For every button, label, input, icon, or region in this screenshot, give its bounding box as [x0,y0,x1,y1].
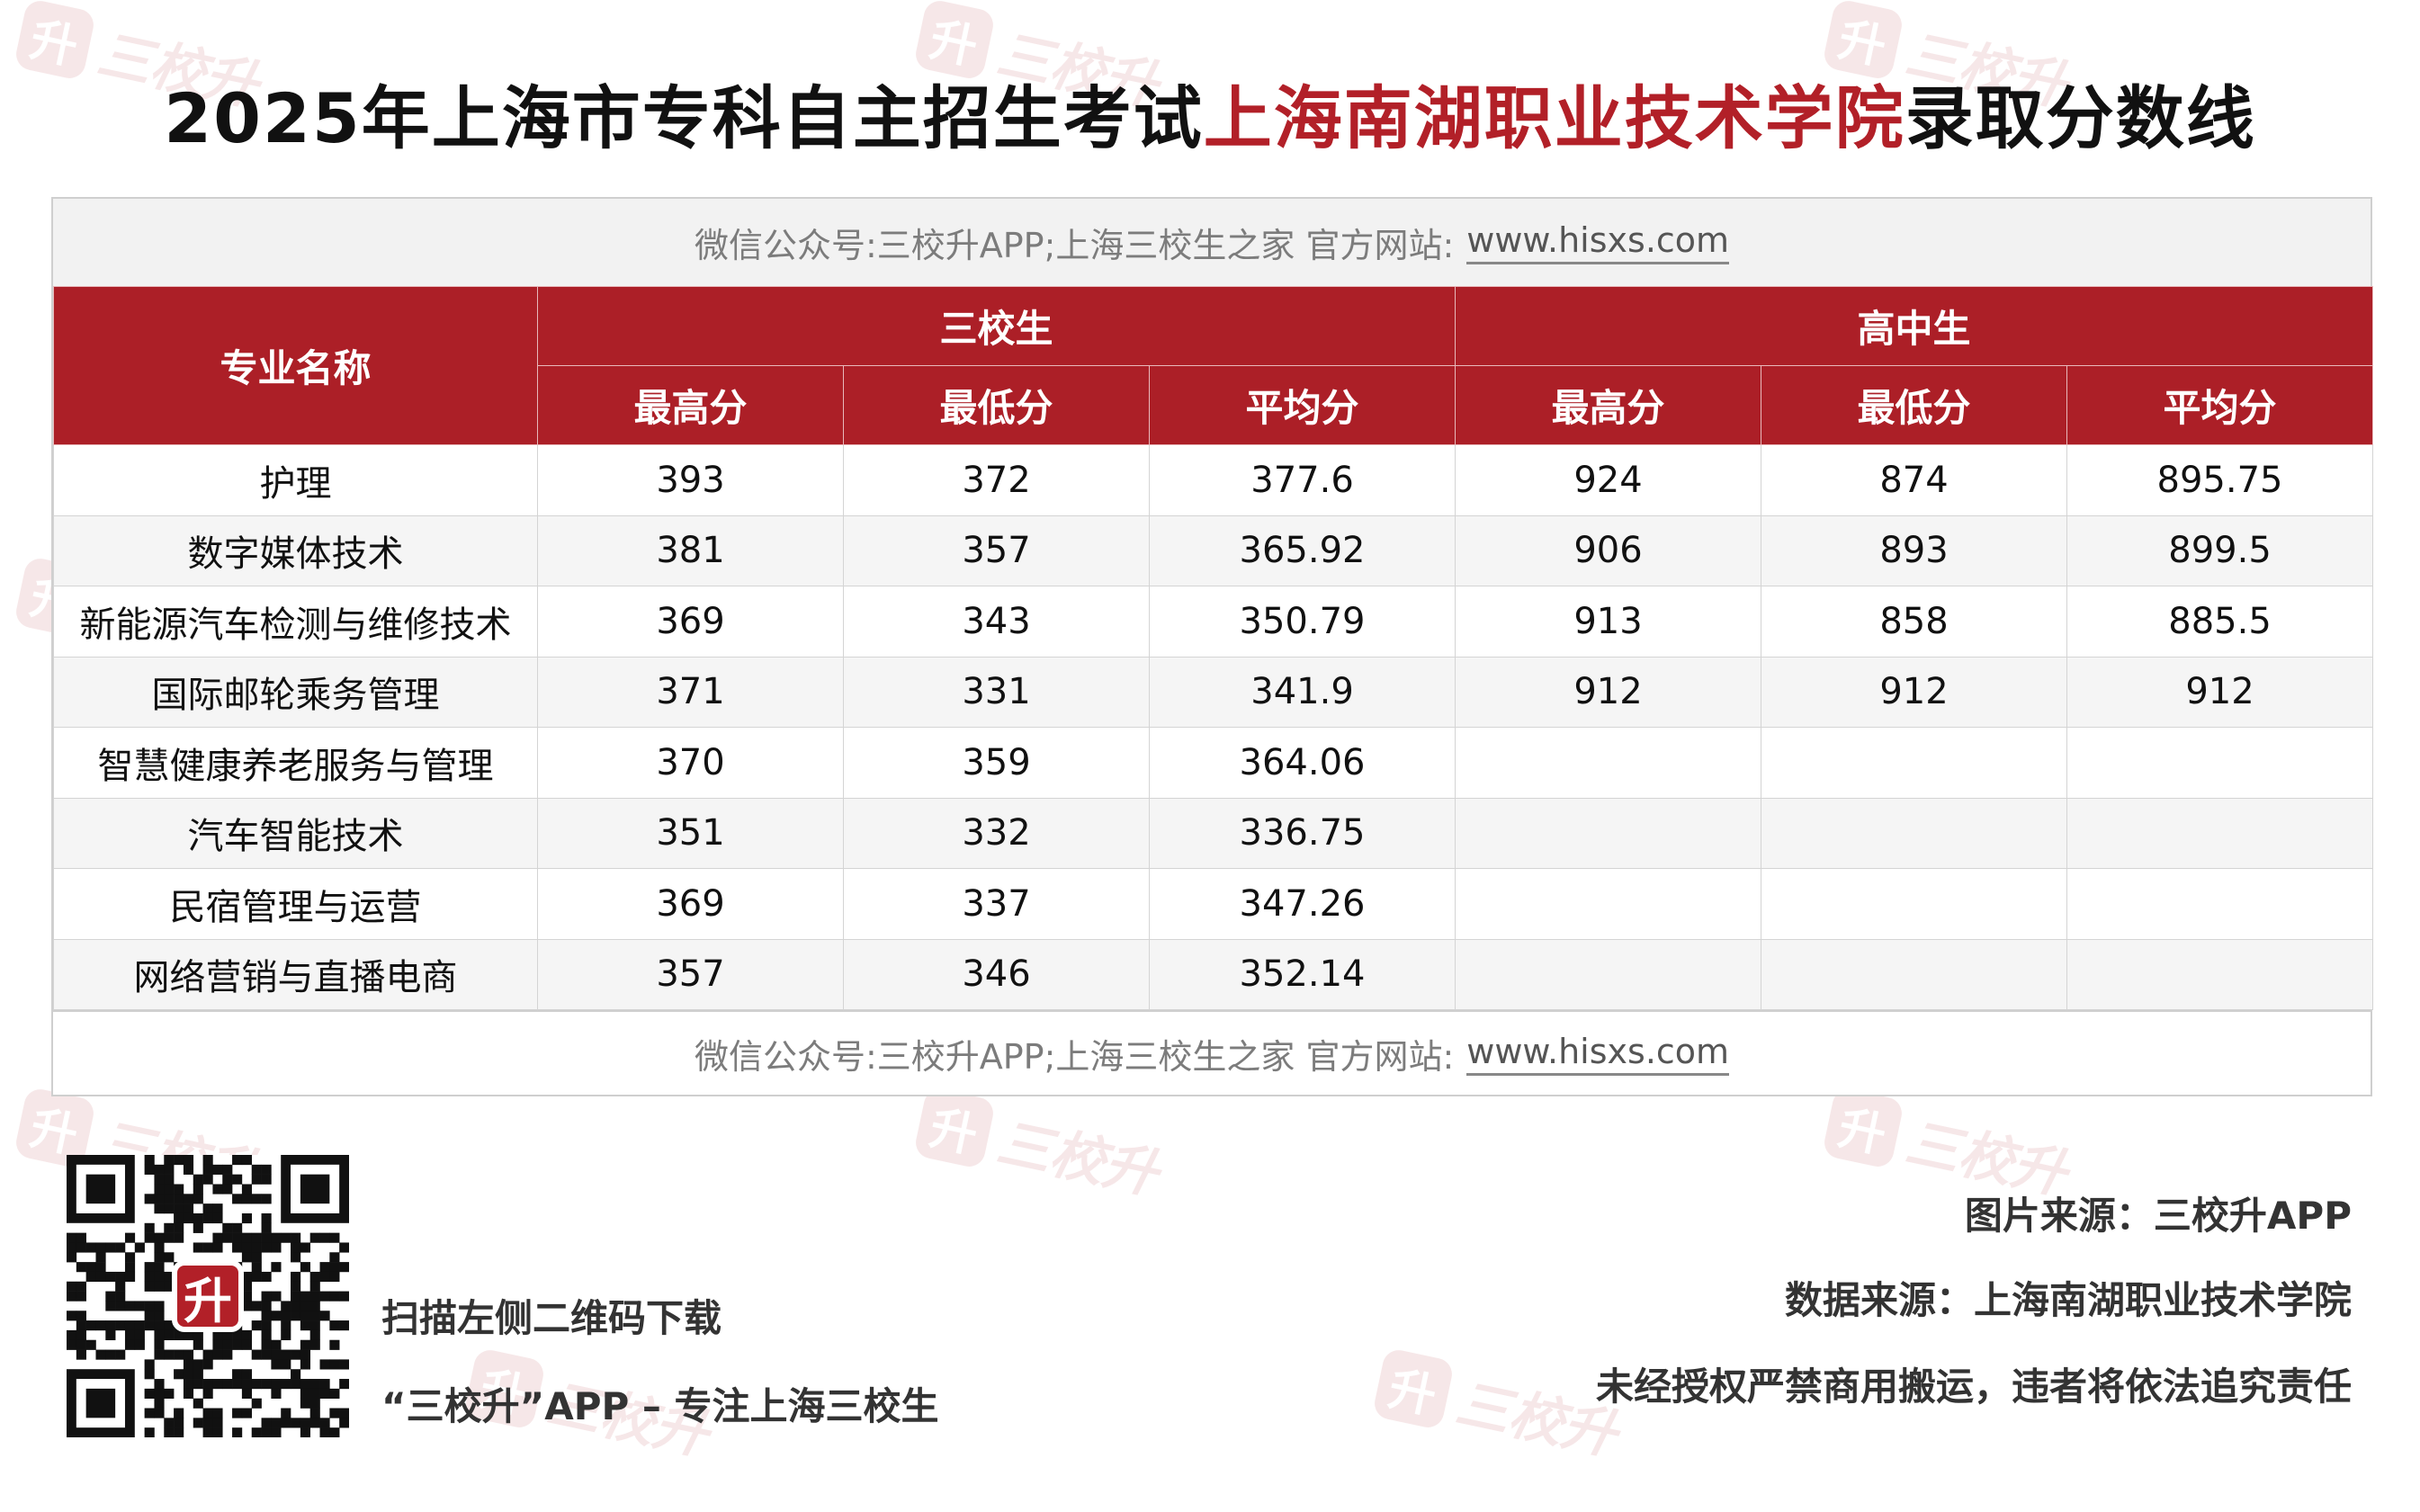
table-cell [2066,868,2374,940]
image-source-credit: 图片来源：三校升APP [1964,1194,2352,1238]
watermark-text: 三校升 [991,1111,1164,1207]
table-cell [1761,727,2068,799]
table-cell: 359 [843,727,1150,799]
table-row: 汽车智能技术 351 332 336.75 [53,797,2374,869]
table-cell: 357 [537,938,844,1010]
table-cell [1455,938,1762,1010]
banner-text: 微信公众号:三校升APP;上海三校生之家 官方网站: [694,1036,1455,1077]
source-banner-top: 微信公众号:三校升APP;上海三校生之家 官方网站: www.hisxs.com [53,199,2371,286]
watermark-logo-icon: 升 [1821,1086,1905,1169]
app-logo-icon: 升 [172,1260,244,1332]
table-cell: 341.9 [1148,656,1456,728]
table-cell: 895.75 [2066,444,2374,516]
table-cell: 365.92 [1148,514,1456,586]
score-table: 专业名称 三校生 高中生 最高分 最低分 平均分 最高分 最低分 平均分 护理 … [53,286,2374,1010]
header-min-score: 最低分 [1761,365,2068,445]
table-cell: 337 [843,868,1150,940]
table-cell [1761,797,2068,869]
major-name: 网络营销与直播电商 [53,938,538,1010]
major-name: 新能源汽车检测与维修技术 [53,586,538,658]
table-cell: 912 [1455,656,1762,728]
table-cell [2066,797,2374,869]
table-cell: 906 [1455,514,1762,586]
table-cell [2066,727,2374,799]
table-row: 国际邮轮乘务管理 371 331 341.9 912 912 912 [53,656,2374,728]
header-group-gaozhong: 高中生 [1455,286,2374,366]
table-cell: 370 [537,727,844,799]
table-cell: 913 [1455,586,1762,658]
copyright-notice: 未经授权严禁商用搬运，违者将依法追究责任 [1595,1364,2352,1409]
table-cell: 350.79 [1148,586,1456,658]
table-row: 护理 393 372 377.6 924 874 895.75 [53,444,2374,516]
major-name: 智慧健康养老服务与管理 [53,727,538,799]
table-row: 智慧健康养老服务与管理 370 359 364.06 [53,727,2374,799]
major-name: 民宿管理与运营 [53,868,538,940]
header-group-sanxiao: 三校生 [536,286,1456,366]
qr-code: 升 [67,1155,350,1438]
banner-text: 微信公众号:三校升APP;上海三校生之家 官方网站: [694,226,1455,265]
table-cell: 393 [537,444,844,516]
score-table-panel: 微信公众号:三校升APP;上海三校生之家 官方网站: www.hisxs.com… [51,197,2374,1096]
major-name: 国际邮轮乘务管理 [53,656,538,728]
table-cell: 912 [2066,656,2374,728]
table-cell: 347.26 [1148,868,1456,940]
table-cell: 381 [537,514,844,586]
major-name: 护理 [53,444,538,516]
table-cell: 377.6 [1148,444,1456,516]
table-cell: 369 [537,868,844,940]
table-cell: 899.5 [2066,514,2374,586]
table-cell: 352.14 [1148,938,1456,1010]
table-cell: 371 [537,656,844,728]
major-name: 汽车智能技术 [53,797,538,869]
table-cell: 332 [843,797,1150,869]
watermark-logo-icon: 升 [912,1086,997,1169]
table-row: 民宿管理与运营 369 337 347.26 [53,868,2374,940]
table-cell: 351 [537,797,844,869]
watermark: 升三校升 [1371,1343,1625,1470]
scan-instruction: 扫描左侧二维码下载 [381,1296,722,1340]
table-cell: 372 [843,444,1150,516]
table-row: 数字媒体技术 381 357 365.92 906 893 899.5 [53,514,2374,586]
table-cell: 364.06 [1148,727,1456,799]
table-cell: 343 [843,586,1150,658]
header-major: 专业名称 [53,286,538,445]
table-cell: 346 [843,938,1150,1010]
table-row: 新能源汽车检测与维修技术 369 343 350.79 913 858 885.… [53,586,2374,658]
title-prefix: 2025年上海市专科自主招生考试 [164,78,1204,158]
header-max-score: 最高分 [537,365,844,445]
table-row: 网络营销与直播电商 357 346 352.14 [53,938,2374,1010]
header-avg-score: 平均分 [1148,365,1456,445]
table-cell: 924 [1455,444,1762,516]
source-banner-bottom: 微信公众号:三校升APP;上海三校生之家 官方网站: www.hisxs.com [53,1010,2371,1095]
title-school: 上海南湖职业技术学院 [1203,78,1905,158]
table-cell: 369 [537,586,844,658]
website-link[interactable]: www.hisxs.com [1466,220,1730,264]
website-link[interactable]: www.hisxs.com [1466,1032,1730,1076]
watermark-logo-icon: 升 [1371,1346,1456,1430]
table-cell [2066,938,2374,1010]
table-cell [1761,938,2068,1010]
app-slogan: “三校升”APP – 专注上海三校生 [381,1384,939,1428]
table-cell [1761,868,2068,940]
table-cell: 893 [1761,514,2068,586]
table-cell: 858 [1761,586,2068,658]
table-cell: 357 [843,514,1150,586]
table-cell: 874 [1761,444,2068,516]
page-title: 2025年上海市专科自主招生考试上海南湖职业技术学院录取分数线 [0,63,2420,162]
table-cell [1455,797,1762,869]
table-cell: 912 [1761,656,2068,728]
table-cell [1455,727,1762,799]
title-suffix: 录取分数线 [1905,78,2256,158]
watermark: 升三校升 [912,1082,1166,1209]
header-min-score: 最低分 [843,365,1150,445]
table-cell: 331 [843,656,1150,728]
table-cell [1455,868,1762,940]
major-name: 数字媒体技术 [53,514,538,586]
table-cell: 885.5 [2066,586,2374,658]
table-cell: 336.75 [1148,797,1456,869]
header-avg-score: 平均分 [2066,365,2374,445]
qr-pattern-icon [67,1155,350,1438]
data-source-credit: 数据来源：上海南湖职业技术学院 [1784,1278,2352,1322]
header-max-score: 最高分 [1455,365,1762,445]
